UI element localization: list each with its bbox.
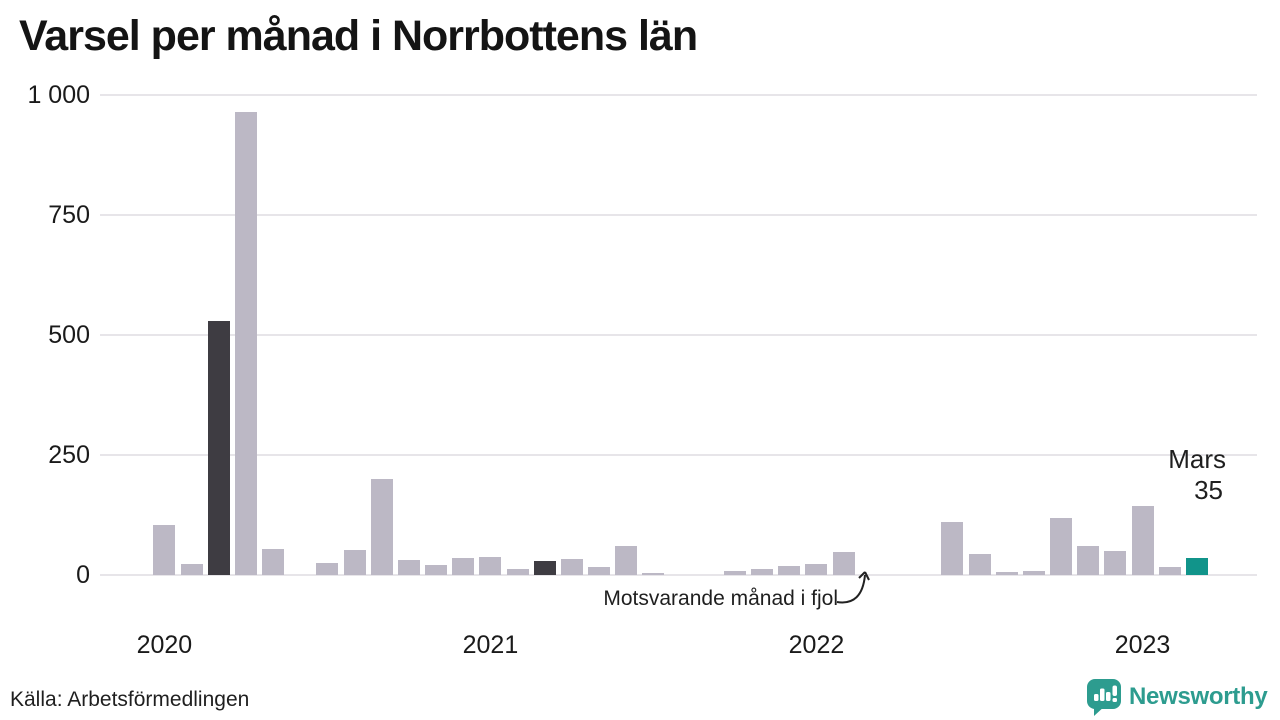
x-axis-year-label: 2020 (136, 631, 193, 659)
bar-jan-2020 (153, 524, 176, 575)
bar-jan-2021 (479, 556, 502, 575)
bar-maj-2021 (588, 567, 611, 575)
bar-feb-2021 (506, 568, 529, 575)
bar-mar-2021 (533, 560, 556, 575)
bar-jul-2022 (968, 554, 991, 575)
bar-dec-2020 (452, 557, 475, 575)
bar-mar-2023 (1185, 558, 1208, 575)
bar-apr-2021 (560, 559, 583, 575)
gridline (100, 574, 1257, 576)
bar-nov-2022 (1077, 546, 1100, 575)
annotation-arrow-icon (836, 571, 870, 604)
newsworthy-icon (1087, 678, 1121, 716)
bar-okt-2020 (397, 559, 420, 575)
gridline (100, 334, 1257, 336)
x-axis-year-label: 2022 (788, 631, 845, 659)
bar-okt-2022 (1050, 518, 1072, 575)
gridline (100, 214, 1257, 216)
y-axis-tick-label: 1 000 (27, 81, 90, 109)
y-axis-tick-label: 0 (76, 561, 90, 589)
gridline (100, 94, 1257, 96)
last-year-annotation-text: Motsvarande månad i fjol (603, 587, 838, 610)
bar-feb-2023 (1158, 567, 1181, 575)
bar-apr-2020 (234, 111, 257, 575)
chart-title: Varsel per månad i Norrbottens län (19, 12, 698, 60)
bar-jul-2021 (642, 573, 665, 575)
bar-jun-2022 (941, 522, 964, 575)
bar-feb-2022 (832, 552, 855, 575)
bar-nov-2020 (425, 565, 448, 575)
gridline (100, 454, 1257, 456)
bar-mar-2020 (207, 320, 230, 575)
newsworthy-wordmark: Newsworthy (1129, 683, 1268, 710)
bar-aug-2022 (995, 572, 1018, 575)
y-axis-tick-label: 500 (48, 321, 90, 349)
bar-jan-2023 (1131, 506, 1154, 575)
bar-jan-2022 (805, 564, 828, 575)
bar-maj-2020 (262, 548, 285, 575)
bar-feb-2020 (180, 564, 203, 575)
x-axis-year-label: 2021 (462, 631, 519, 659)
current-month-name: Mars (1168, 444, 1226, 474)
current-month-label: Mars 35 (1100, 444, 1226, 506)
source-credit: Källa: Arbetsförmedlingen (10, 688, 250, 711)
bar-jul-2020 (316, 563, 339, 575)
bar-sep-2022 (1022, 570, 1045, 575)
bar-dec-2022 (1104, 551, 1127, 575)
newsworthy-logo: Newsworthy (1086, 677, 1268, 717)
y-axis-tick-label: 250 (48, 441, 90, 469)
bar-dec-2021 (778, 566, 801, 575)
bar-okt-2021 (723, 571, 746, 575)
x-axis-year-label: 2023 (1114, 631, 1171, 659)
y-axis-tick-label: 750 (48, 201, 90, 229)
last-year-annotation: Motsvarande månad i fjol (460, 587, 838, 611)
bar-sep-2020 (370, 479, 393, 575)
bar-jun-2021 (615, 546, 638, 575)
plot-area (100, 94, 1257, 576)
bar-aug-2020 (343, 550, 366, 575)
current-month-value: 35 (1194, 475, 1223, 505)
bar-nov-2021 (751, 568, 774, 575)
